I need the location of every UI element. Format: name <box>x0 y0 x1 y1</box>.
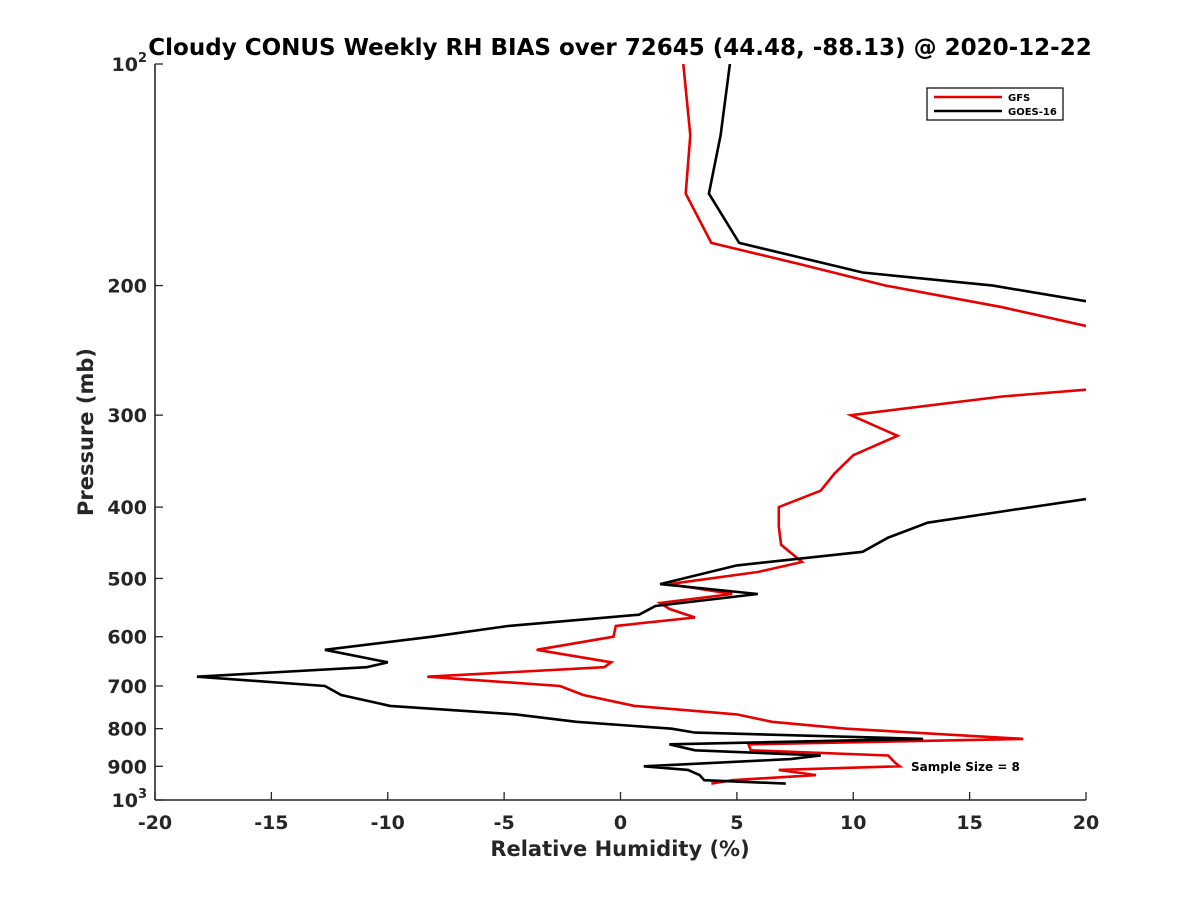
y-tick-label: 900 <box>107 756 147 778</box>
series-line-gfs <box>427 64 1086 785</box>
legend: GFS GOES-16 <box>926 87 1064 121</box>
legend-label-gfs: GFS <box>1008 93 1030 104</box>
y-tick-label: 700 <box>107 676 147 698</box>
x-tick-label: 20 <box>1073 812 1099 834</box>
y-tick-label: 103 <box>112 787 148 812</box>
legend-box <box>926 87 1064 121</box>
y-tick-label: 300 <box>107 405 147 427</box>
y-axis-label: Pressure (mb) <box>74 348 98 516</box>
sample-size-annotation: Sample Size = 8 <box>911 760 1020 774</box>
x-tick-label: 10 <box>840 812 866 834</box>
legend-label-goes16: GOES-16 <box>1008 107 1057 118</box>
y-ticks: 102 200 300 400 500 600 700 800 900 103 <box>107 51 163 812</box>
y-tick-label: 800 <box>107 719 147 741</box>
chart-title: Cloudy CONUS Weekly RH BIAS over 72645 (… <box>148 35 1091 61</box>
y-tick-label: 200 <box>107 276 147 298</box>
x-tick-label: 0 <box>614 812 627 834</box>
x-tick-label: 5 <box>730 812 743 834</box>
y-tick-label: 600 <box>107 627 147 649</box>
series-layer <box>196 64 1086 785</box>
x-tick-label: 15 <box>956 812 982 834</box>
y-tick-label: 500 <box>107 568 147 590</box>
series-line-goes16 <box>196 64 1086 785</box>
x-tick-label: -10 <box>371 812 405 834</box>
x-ticks: -20 -15 -10 -5 0 5 10 15 20 <box>138 792 1099 834</box>
x-tick-label: -5 <box>494 812 515 834</box>
y-tick-label: 102 <box>112 51 148 76</box>
y-tick-label: 400 <box>107 497 147 519</box>
x-axis-label: Relative Humidity (%) <box>490 837 749 861</box>
x-tick-label: -20 <box>138 812 172 834</box>
x-tick-label: -15 <box>254 812 288 834</box>
